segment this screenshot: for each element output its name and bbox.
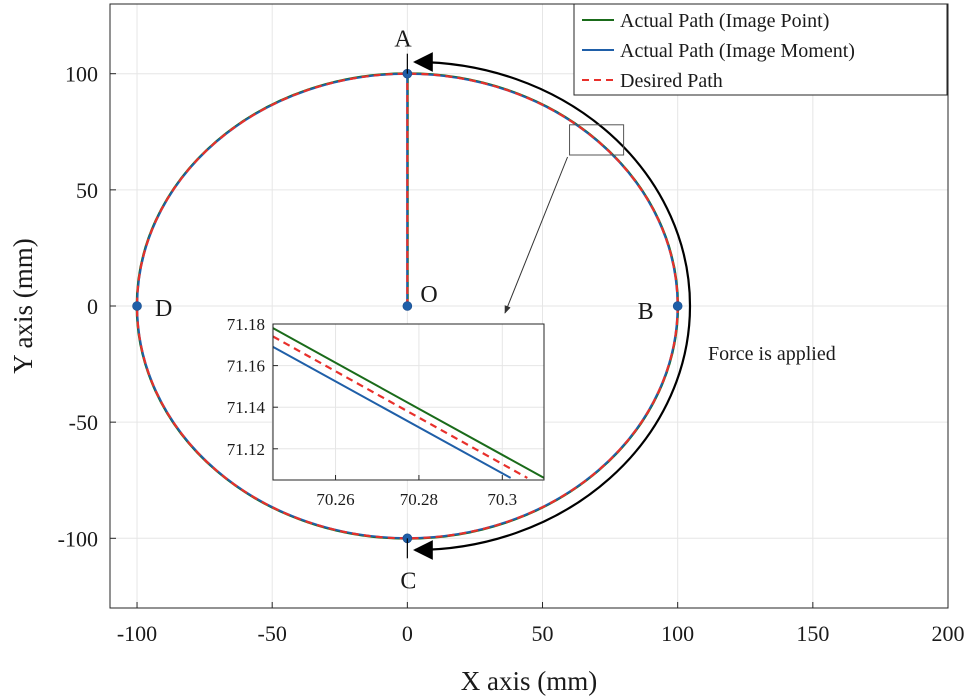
force-annotation-text: Force is applied — [708, 343, 836, 365]
point-label-B: B — [638, 299, 654, 325]
inset-line-2 — [273, 346, 512, 479]
inset-frame — [272, 323, 545, 481]
y-tick-label-0: -100 — [58, 526, 98, 551]
x-tick-label-2: 0 — [402, 621, 413, 646]
inset-y-tick-label-0: 71.12 — [227, 440, 265, 459]
legend-box — [573, 3, 948, 96]
zoom-layer — [504, 124, 625, 314]
inset-line-0 — [273, 327, 544, 479]
x-tick-label-6: 200 — [932, 621, 965, 646]
inset-y-tick-label-3: 71.18 — [227, 315, 265, 334]
force-annotation: Force is applied — [413, 52, 836, 560]
y-tick-label-3: 50 — [76, 178, 98, 203]
ticks-layer: -100 -50 0 50 100 150 200 -100 -50 0 50 100 — [58, 62, 965, 646]
inset-chart: 70.26 70.28 70.3 71.12 71.14 71.16 71.18 — [227, 315, 545, 509]
legend: Actual Path (Image Point) Actual Path (Im… — [573, 3, 948, 96]
y-tick-label-4: 100 — [65, 62, 98, 87]
legend-items: Actual Path (Image Point) Actual Path (Im… — [582, 10, 855, 92]
force-arc — [413, 52, 692, 307]
x-tick-label-0: -100 — [117, 621, 157, 646]
inset-x-tick-label-2: 70.3 — [487, 490, 517, 509]
legend-label-2: Desired Path — [620, 70, 723, 92]
points-layer: O A B C D — [132, 27, 683, 594]
point-label-A: A — [394, 27, 412, 53]
point-label-C: C — [400, 568, 416, 594]
y-axis-label: Y axis (mm) — [8, 238, 38, 373]
point-D — [132, 301, 142, 311]
inset-y-tick-label-1: 71.14 — [227, 398, 266, 417]
legend-label-1: Actual Path (Image Moment) — [620, 40, 855, 62]
x-tick-label-1: -50 — [258, 621, 287, 646]
legend-label-0: Actual Path (Image Point) — [620, 10, 829, 32]
point-O — [402, 301, 413, 311]
force-arc-lower — [413, 305, 692, 560]
y-tick-label-2: 0 — [87, 294, 98, 319]
point-label-D: D — [155, 296, 172, 322]
inset-ticks: 70.26 70.28 70.3 71.12 71.14 71.16 71.18 — [227, 315, 517, 509]
inset-lines — [273, 327, 544, 479]
inset-y-tick-label-2: 71.16 — [227, 357, 265, 376]
x-tick-label-3: 50 — [532, 621, 554, 646]
point-label-O: O — [420, 282, 437, 308]
x-axis-label: X axis (mm) — [461, 666, 597, 696]
zoom-box — [569, 124, 625, 156]
inset-line-1 — [273, 335, 528, 479]
inset-x-tick-label-0: 70.26 — [316, 490, 354, 509]
zoom-connector-arrow — [504, 156, 569, 314]
y-tick-label-1: -50 — [69, 410, 98, 435]
x-tick-label-4: 100 — [661, 621, 694, 646]
x-tick-label-5: 150 — [796, 621, 829, 646]
point-B — [672, 301, 683, 311]
inset-x-tick-label-1: 70.28 — [400, 490, 438, 509]
